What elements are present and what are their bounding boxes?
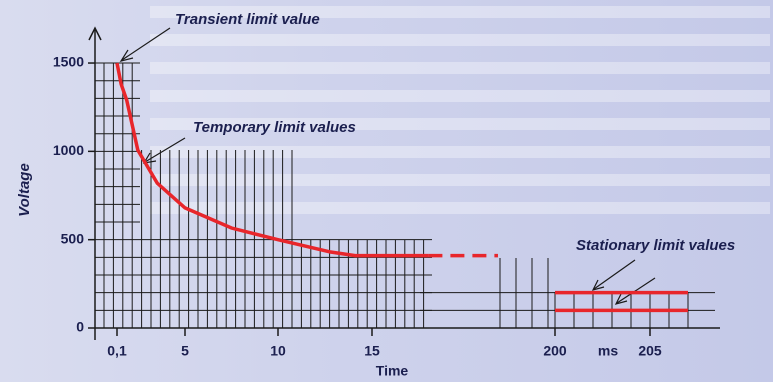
annotation: Stationary limit values	[576, 237, 735, 254]
x-tick-label: 205	[638, 343, 662, 359]
annotation: Transient limit value	[175, 11, 320, 28]
y-tick-label: 1500	[53, 54, 84, 70]
y-tick-label: 0	[76, 319, 84, 335]
stripes	[150, 6, 770, 214]
x-tick-label: 5	[181, 343, 189, 359]
y-axis-label: Voltage	[16, 163, 33, 217]
x-tick-label: 15	[364, 343, 380, 359]
annotation: Temporary limit values	[193, 119, 356, 136]
grid	[95, 63, 715, 328]
x-tick-label: 200	[543, 343, 567, 359]
y-tick-label: 1000	[53, 142, 84, 158]
x-tick-label: 10	[270, 343, 286, 359]
x-tick-label: 0,1	[107, 343, 127, 359]
x-axis-label: Time	[376, 363, 409, 379]
x-unit: ms	[598, 343, 618, 359]
chart: Voltage Time ms Transient limit value Te…	[0, 0, 773, 382]
y-tick-label: 500	[61, 230, 85, 246]
